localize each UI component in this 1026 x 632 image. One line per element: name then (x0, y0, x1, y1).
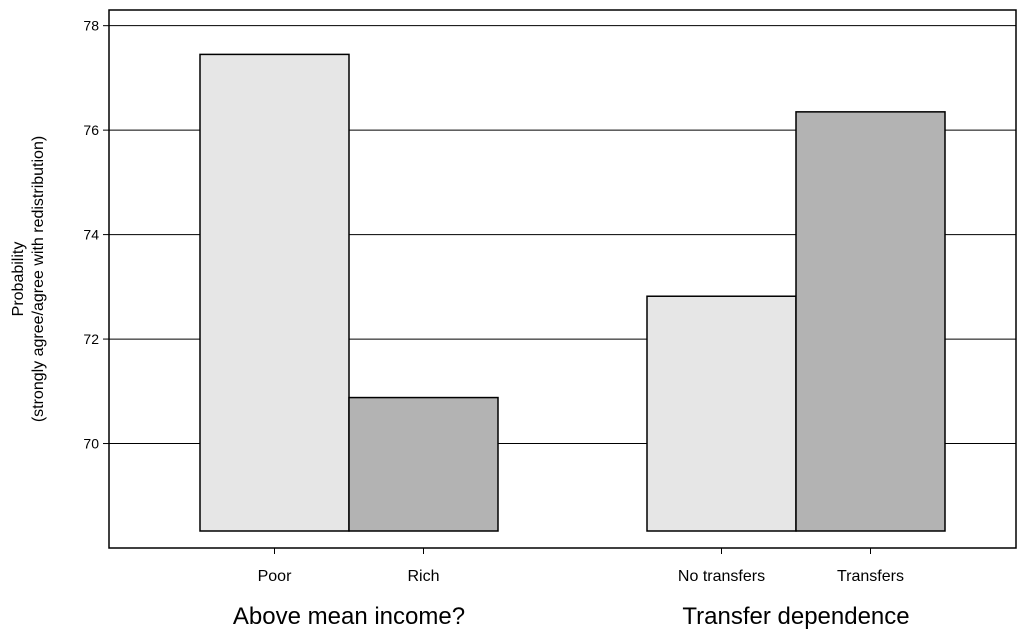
y-axis: 70 72 74 76 78 (83, 18, 109, 452)
y-axis-title-line-1: Probability (10, 242, 27, 317)
bar-poor (199, 53, 350, 532)
bar-no-transfers (646, 295, 797, 532)
x-axis-labels: Poor Rich Above mean income? No transfers Tr… (233, 548, 910, 630)
x-tick-label-poor: Poor (258, 568, 292, 585)
y-tick-label-78: 78 (83, 18, 99, 34)
y-tick-label-76: 76 (83, 122, 99, 138)
bar-transfers (795, 111, 946, 532)
y-tick-label-74: 74 (83, 227, 99, 243)
group-label-1: Transfer dependence (682, 603, 909, 630)
x-tick-label-rich: Rich (407, 568, 439, 585)
plot-frame (108, 9, 1017, 549)
x-tick-label-no-transfers: No transfers (678, 568, 765, 585)
bars (199, 53, 946, 532)
bar-rich (348, 396, 499, 532)
y-tick-label-70: 70 (83, 436, 99, 452)
x-tick-label-transfers: Transfers (837, 568, 904, 585)
y-tick-label-72: 72 (83, 331, 99, 347)
y-axis-title-line-2: (strongly agree/agree with redistributio… (30, 136, 47, 422)
group-label-0: Above mean income? (233, 603, 465, 630)
